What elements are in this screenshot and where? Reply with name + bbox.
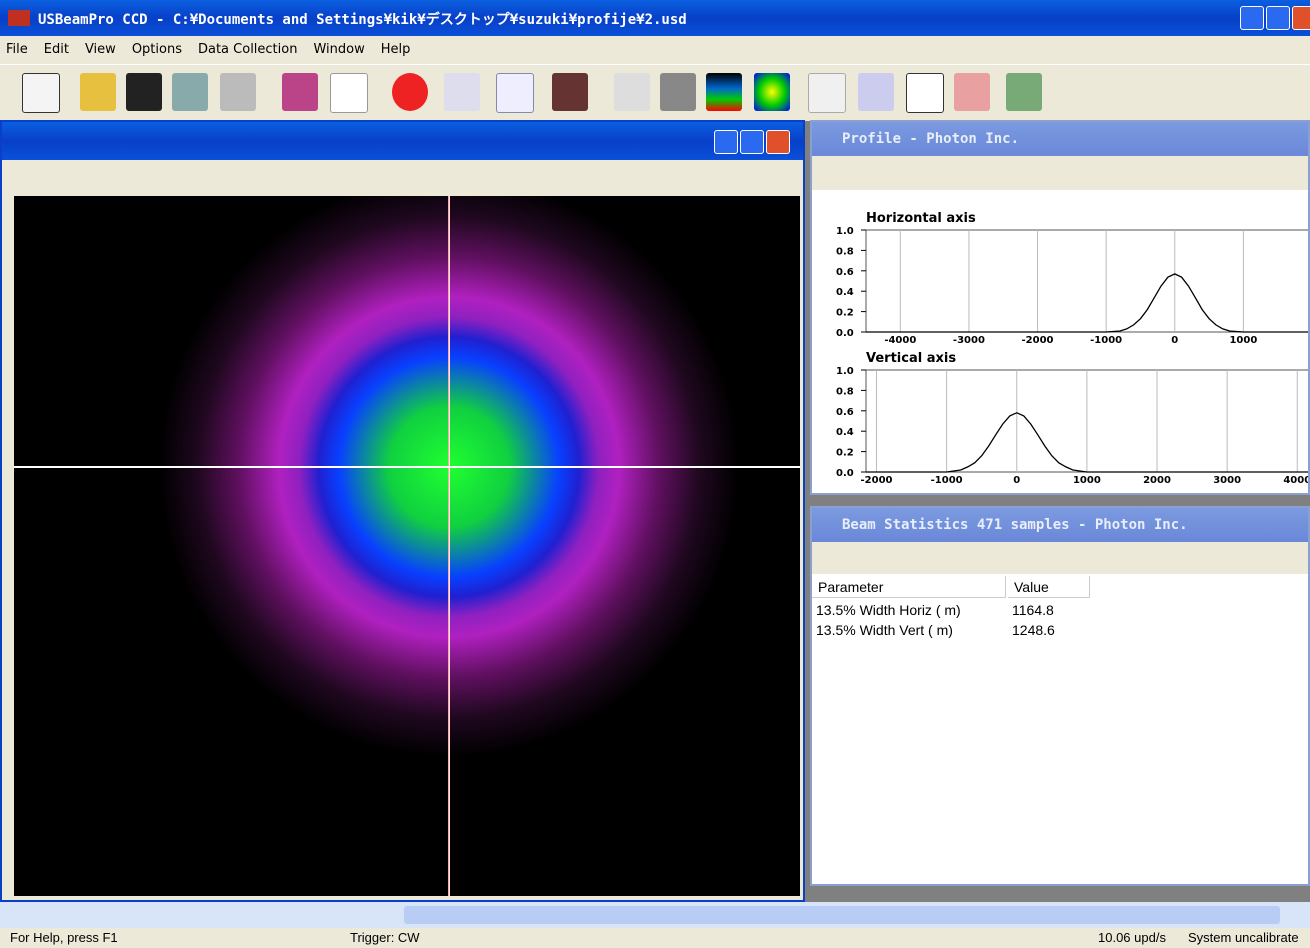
plot-area [866, 230, 1308, 332]
x-tick-label: 3000 [1213, 475, 1241, 486]
table-cell: 13.5% Width Vert ( m) [816, 622, 953, 638]
app-title: USBeamPro CCD - C:¥Documents and Setting… [38, 9, 687, 29]
x-tick-label: -4000 [884, 335, 916, 346]
x-tick-label: 0 [1013, 475, 1020, 486]
y-tick-label: 0.4 [836, 287, 854, 298]
x-tick-label: 0 [1171, 335, 1178, 346]
y-tick-label: 0.6 [836, 267, 854, 278]
profile-charts: Horizontal axis 0.0 0.2 0.4 0.6 0.8 1.0 -4000 -3… [812, 122, 1308, 493]
y-tick-label: 1.0 [836, 226, 854, 237]
profile-button[interactable] [614, 73, 650, 111]
center-button[interactable] [444, 73, 480, 111]
y-tick-label: 0.2 [836, 308, 854, 319]
column-header[interactable]: Value [1008, 576, 1090, 598]
new-button[interactable] [22, 73, 60, 113]
stats-window: Beam Statistics 471 samples - Photon Inc… [810, 506, 1310, 886]
image-title-bar [2, 122, 803, 160]
run-button[interactable] [330, 73, 368, 113]
close-button[interactable] [1292, 6, 1310, 30]
status-field: Trigger: CW [350, 930, 420, 945]
y-tick-label: 0.8 [836, 386, 854, 397]
crosshair-vertical [448, 196, 450, 896]
x-tick-label: -1000 [931, 475, 963, 486]
chart-button[interactable] [858, 73, 894, 111]
app-icon [8, 10, 30, 26]
status-bar: For Help, press F1 Trigger: CW 10.06 upd/s… [0, 928, 1310, 948]
stats-title-bar: Beam Statistics 471 samples - Photon Inc… [812, 508, 1310, 542]
open-button[interactable] [80, 73, 116, 111]
params-button[interactable] [496, 73, 534, 113]
table-cell: 1164.8 [1012, 602, 1054, 618]
print-button[interactable] [172, 73, 208, 111]
y-tick-label: 0.6 [836, 407, 854, 418]
x-tick-label: 4000 [1283, 475, 1308, 486]
app-title-bar: USBeamPro CCD - C:¥Documents and Setting… [0, 0, 1310, 36]
toolbar [0, 64, 1310, 121]
status-field: 10.06 upd/s [1098, 930, 1166, 945]
chart-title: Horizontal axis [866, 211, 976, 226]
y-tick-label: 0.4 [836, 427, 854, 438]
cross-button[interactable] [906, 73, 944, 113]
minimize-button[interactable] [1240, 6, 1264, 30]
minimize-button[interactable] [714, 130, 738, 154]
restore-button[interactable] [1266, 6, 1290, 30]
menu-item[interactable]: View [85, 42, 116, 57]
km-button[interactable] [954, 73, 990, 111]
table-button[interactable] [808, 73, 846, 113]
image-window [0, 120, 805, 902]
crosshair-horizontal [14, 466, 800, 468]
x-tick-label: -2000 [861, 475, 893, 486]
tile-button[interactable] [660, 73, 696, 111]
x-tick-label: 1000 [1229, 335, 1257, 346]
menu-item[interactable]: Help [381, 42, 411, 57]
column-header[interactable]: Parameter [812, 576, 1006, 598]
menu-item[interactable]: Edit [44, 42, 69, 57]
x-tick-label: -1000 [1090, 335, 1122, 346]
cal-button[interactable] [392, 73, 428, 111]
3d-button[interactable] [706, 73, 742, 111]
screen: USBeamPro CCD - C:¥Documents and Setting… [0, 0, 1310, 948]
x-tick-label: -3000 [953, 335, 985, 346]
maximize-button[interactable] [740, 130, 764, 154]
menu-item[interactable]: Options [132, 42, 182, 57]
status-field: System uncalibrate [1188, 930, 1299, 945]
y-tick-label: 0.0 [836, 328, 854, 339]
x-tick-label: -2000 [1022, 335, 1054, 346]
menu-bar: File Edit View Options Data Collection Window… [0, 36, 1310, 64]
save-button[interactable] [126, 73, 162, 111]
table-cell: 13.5% Width Horiz ( m) [816, 602, 961, 618]
stats-title: Beam Statistics 471 samples - Photon Inc… [842, 517, 1188, 533]
menu-item[interactable]: Data Collection [198, 42, 297, 57]
target-button[interactable] [282, 73, 318, 111]
table-cell: 1248.6 [1012, 622, 1055, 638]
menu-item[interactable]: File [6, 42, 28, 57]
2d-button[interactable] [754, 73, 790, 111]
stats-toolbar [812, 542, 1310, 574]
trigger-button[interactable] [552, 73, 588, 111]
status-field: For Help, press F1 [10, 930, 118, 945]
y-tick-label: 0.8 [836, 246, 854, 257]
chart-title: Vertical axis [866, 351, 956, 366]
help-button[interactable] [220, 73, 256, 111]
y-tick-label: 1.0 [836, 366, 854, 377]
beam-image [14, 196, 800, 896]
x-tick-label: 1000 [1073, 475, 1101, 486]
y-tick-label: 0.0 [836, 468, 854, 479]
fit-button[interactable] [1006, 73, 1042, 111]
menu-item[interactable]: Window [313, 42, 364, 57]
y-tick-label: 0.2 [836, 448, 854, 459]
scroll-thumb[interactable] [404, 906, 1280, 924]
horizontal-scrollbar[interactable] [0, 902, 1310, 928]
x-tick-label: 2000 [1143, 475, 1171, 486]
close-button[interactable] [766, 130, 790, 154]
